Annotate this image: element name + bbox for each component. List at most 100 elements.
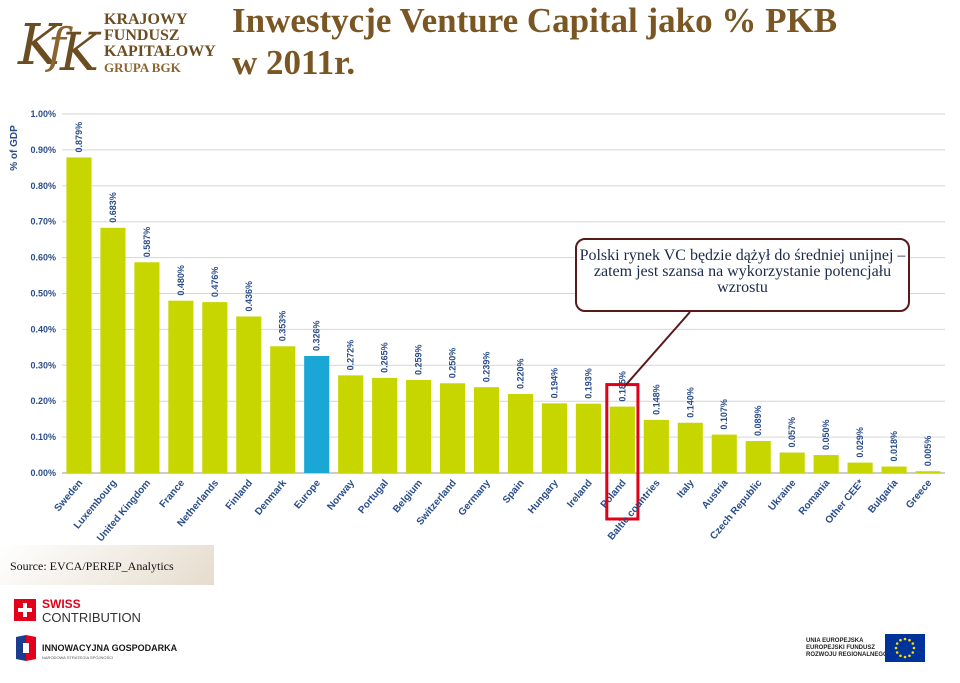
eu-star	[911, 651, 915, 654]
bar-value-label: 0.057%	[787, 417, 797, 448]
bar-chart-svg: % of GDP 0.00% 0.10% 0.20% 0.30% 0.40% 0.50% 0.…	[9, 109, 945, 544]
kfk-wordmark: KRAJOWY FUNDUSZ KAPITAŁOWY GRUPA BGK	[104, 12, 216, 76]
bar-value-label: 0.107%	[719, 399, 729, 430]
bar	[813, 455, 839, 473]
bar	[406, 380, 432, 473]
bar	[609, 406, 635, 473]
bar-layer	[66, 157, 941, 473]
bar	[745, 441, 771, 473]
kfk-monogram-graphic: K f K	[17, 13, 102, 83]
svg-text:K: K	[17, 13, 63, 78]
bar-value-label: 0.018%	[889, 431, 899, 462]
eu-star	[908, 638, 911, 642]
bar	[236, 316, 262, 473]
eu-star	[908, 654, 911, 658]
eu-star	[895, 642, 899, 645]
eu-stars-icon	[894, 637, 916, 659]
kfk-logo: K f K KRAJOWY FUNDUSZ KAPITAŁOWY GRUPA B…	[14, 4, 216, 98]
eu-flag-icon	[885, 634, 925, 662]
bar	[881, 466, 907, 473]
x-tick-label: Austria	[700, 478, 731, 512]
bar	[270, 346, 296, 473]
ig-logo-line-2: NARODOWA STRATEGIA SPÓJNOŚCI	[42, 655, 114, 660]
bar-value-label: 0.239%	[482, 352, 492, 383]
bar	[439, 383, 466, 473]
swiss-contribution-logo: SWISS CONTRIBUTION	[14, 597, 144, 627]
logo-line-4: GRUPA BGK	[104, 60, 181, 75]
bar	[202, 302, 228, 473]
x-tick-label: Germany	[457, 478, 494, 519]
x-tick-label: Italy	[675, 478, 697, 501]
x-tick-label: Greece	[904, 478, 935, 511]
bar	[66, 157, 92, 473]
bar-value-label: 0.029%	[855, 427, 865, 458]
bar-value-label: 0.259%	[414, 344, 424, 375]
slide-title-line-1: Inwestycje Venture Capital jako % PKB	[232, 1, 838, 40]
ig-logo-line-1: INNOWACYJNA GOSPODARKA	[42, 643, 178, 653]
bar	[575, 403, 601, 473]
callout-text: Polski rynek VC będzie dążył do średniej…	[579, 247, 906, 296]
bar-value-label: 0.272%	[346, 340, 356, 371]
x-tick-label: Belgium	[391, 478, 425, 515]
bar-value-label: 0.879%	[74, 122, 84, 153]
eu-logo-line-1: UNIA EUROPEJSKA	[806, 638, 864, 644]
x-tick-label: France	[158, 478, 188, 511]
slide-title-line-2: w 2011r.	[232, 43, 356, 82]
x-tick-label: Romania	[797, 478, 833, 518]
bar-value-label: 0.148%	[651, 384, 661, 415]
eu-logo-line-2: EUROPEJSKI FUNDUSZ	[806, 645, 876, 651]
y-tick-label: 0.00%	[30, 468, 56, 478]
footer	[0, 588, 960, 683]
bar	[779, 452, 805, 473]
y-tick-label: 0.20%	[30, 396, 56, 406]
swiss-cross-icon	[14, 599, 36, 621]
x-tick-label: Denmark	[253, 478, 289, 518]
eu-star	[912, 646, 916, 650]
bar-value-label: 0.220%	[515, 358, 525, 389]
bar-value-label: 0.193%	[583, 368, 593, 399]
y-axis-label: % of GDP	[9, 125, 20, 171]
bar-value-label: 0.089%	[753, 406, 763, 437]
x-tick-label: Bulgaria	[866, 478, 900, 516]
bar-value-label: 0.050%	[821, 420, 831, 451]
x-tick-label: Spain	[501, 478, 527, 506]
x-tick-label: Norway	[325, 478, 357, 513]
bar	[304, 355, 330, 473]
eu-logo-text: UNIA EUROPEJSKA EUROPEJSKI FUNDUSZ ROZWO…	[806, 638, 888, 659]
eu-star	[895, 651, 899, 654]
bar	[643, 419, 669, 473]
bar	[473, 387, 500, 473]
y-tick-label: 0.60%	[30, 253, 56, 263]
x-tick-label: Ukraine	[766, 478, 798, 514]
y-tick-label: 1.00%	[30, 109, 56, 119]
bar	[134, 262, 160, 473]
y-tick-label: 0.80%	[30, 181, 56, 191]
callout-box: Polski rynek VC będzie dążył do średniej…	[575, 238, 910, 312]
x-tick-label: Poland	[599, 478, 629, 511]
y-tick-label: 0.40%	[30, 324, 56, 334]
x-tick-label: Finland	[224, 478, 255, 512]
bar-value-label: 0.587%	[142, 227, 152, 258]
bar-value-label: 0.476%	[210, 267, 220, 298]
callout-pointer	[623, 311, 691, 388]
bar-value-label: 0.326%	[312, 320, 322, 351]
bar	[168, 300, 194, 473]
eu-fund-logo: UNIA EUROPEJSKA EUROPEJSKI FUNDUSZ ROZWO…	[806, 634, 925, 664]
x-tick-label: Ireland	[565, 478, 595, 510]
bar-value-label: 0.683%	[108, 192, 118, 223]
bar-value-label: 0.436%	[244, 281, 254, 312]
svg-text:K: K	[59, 23, 102, 83]
swiss-logo-line-1: SWISS	[42, 597, 81, 611]
source-band	[0, 545, 214, 585]
bar-value-label: 0.353%	[278, 311, 288, 342]
bar	[100, 227, 126, 473]
bar	[372, 377, 398, 473]
eu-star	[903, 637, 907, 641]
y-tick-label: 0.50%	[30, 289, 56, 299]
eu-star	[899, 654, 902, 658]
bar-value-label: 0.005%	[923, 436, 933, 467]
x-tick-label: Portugal	[356, 478, 391, 516]
bar-value-label: 0.480%	[176, 265, 186, 296]
source-note: Source: EVCA/PEREP_Analytics	[10, 559, 174, 573]
bar	[541, 403, 568, 473]
